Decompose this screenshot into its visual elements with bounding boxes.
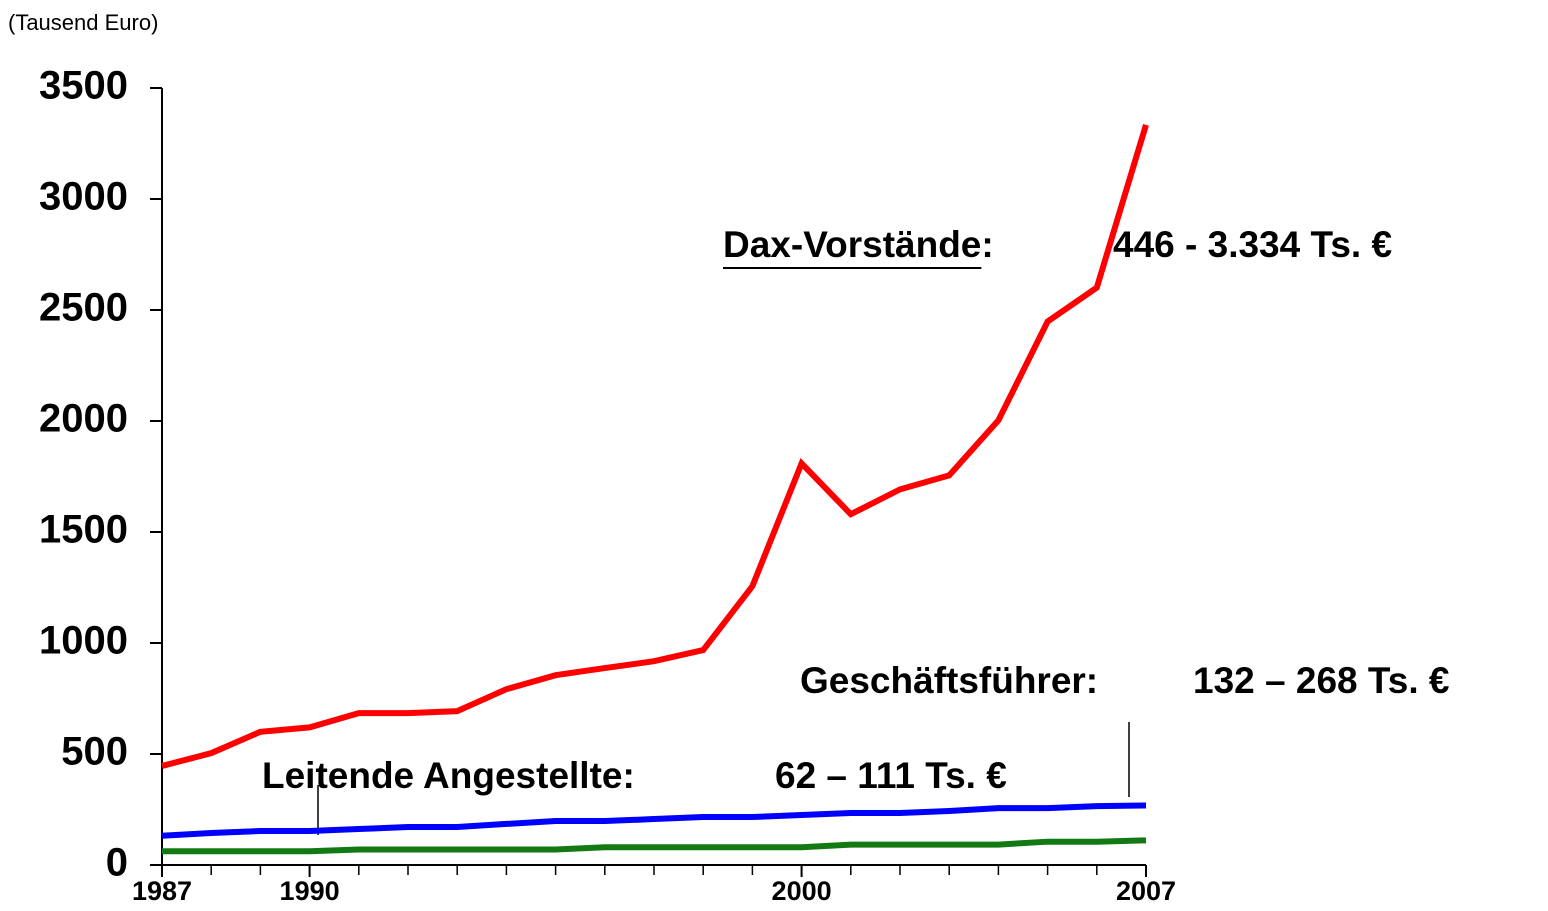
series-line (162, 837, 1147, 855)
series-range: 132 – 268 Ts. € (1193, 660, 1449, 701)
unit-label: (Tausend Euro) (8, 10, 158, 35)
series-name: Leitende Angestellte: (262, 755, 635, 796)
y-tick-label: 2500 (39, 286, 128, 330)
series-line (161, 802, 1147, 839)
x-tick-label: 2000 (772, 876, 832, 906)
y-tick-label: 1000 (39, 619, 128, 663)
y-tick-label: 0 (106, 841, 128, 885)
series-line (161, 123, 1149, 769)
y-tick-label: 500 (61, 730, 128, 774)
y-tick-label: 1500 (39, 508, 128, 552)
series-name: Geschäftsführer: (800, 660, 1098, 701)
series-name: Dax-Vorstände: (723, 224, 994, 265)
x-tick-label: 1990 (280, 876, 340, 906)
y-tick-label: 2000 (39, 397, 128, 441)
x-tick-label: 2007 (1116, 876, 1176, 906)
y-tick-label: 3500 (39, 64, 128, 108)
y-tick-label: 3000 (39, 175, 128, 219)
series-range: 62 – 111 Ts. € (775, 755, 1007, 796)
x-tick-label: 1987 (132, 876, 192, 906)
series-range: 446 - 3.334 Ts. € (1113, 224, 1392, 265)
